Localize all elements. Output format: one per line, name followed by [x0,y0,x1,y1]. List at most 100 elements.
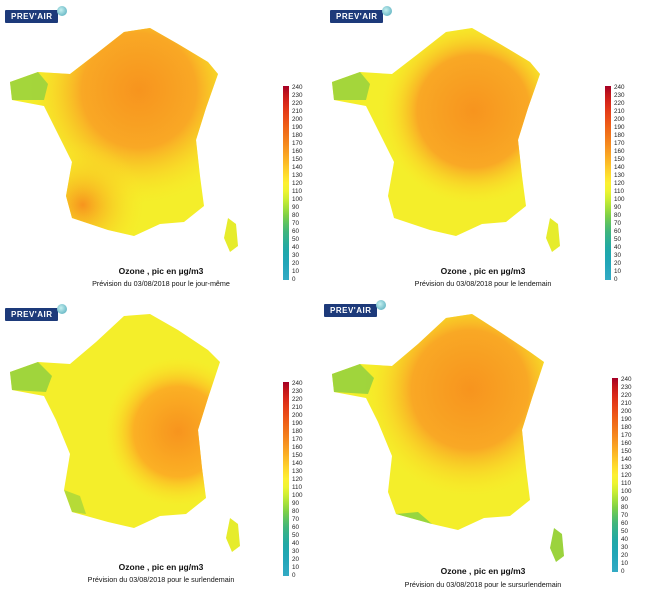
ozone-map [10,314,240,552]
scale-tick-label: 160 [292,444,303,451]
scale-tick-label: 170 [292,436,303,443]
scale-tick-label: 230 [614,92,625,99]
prevair-logo: PREV'AIR [5,6,68,23]
scale-tick-label: 140 [292,460,303,467]
map-title: Ozone , pic en µg/m3 [118,562,204,572]
scale-tick-label: 0 [621,568,625,575]
logo-globe-icon [57,6,68,16]
scale-tick-label: 140 [292,164,303,171]
scale-tick-label: 160 [292,148,303,155]
scale-tick-label: 150 [614,156,625,163]
scale-tick-label: 10 [621,560,629,567]
scale-tick-label: 120 [292,476,303,483]
scale-tick-label: 90 [292,204,300,211]
map-subtitle: Prévision du 03/08/2018 pour le surlende… [87,575,235,584]
scale-tick-label: 50 [292,532,300,539]
scale-tick-label: 240 [614,84,625,91]
scale-tick-label: 140 [621,456,632,463]
ozone-map [10,28,238,252]
scale-tick-label: 90 [614,204,622,211]
scale-tick-label: 20 [292,556,300,563]
map-panel-2: PREV'AIR 240 230 220 210 200 190 180 170 160 150 1… [322,0,644,300]
scale-tick-label: 240 [292,84,303,91]
scale-tick-label: 100 [292,196,303,203]
scale-tick-label: 230 [621,384,632,391]
map-panel-4: PREV'AIR 240 230 220 210 200 190 180 170 160 150 1… [322,300,644,600]
scale-tick-label: 80 [621,504,629,511]
scale-tick-label: 110 [621,480,632,487]
map-title: Ozone , pic en µg/m3 [440,266,526,276]
scale-tick-label: 80 [614,212,622,219]
scale-tick-label: 200 [614,116,625,123]
scale-tick-label: 180 [292,132,303,139]
scale-tick-label: 100 [614,196,625,203]
scale-tick-label: 40 [292,540,300,547]
scale-tick-label: 120 [621,472,632,479]
scale-tick-label: 180 [621,424,632,431]
scale-tick-label: 150 [621,448,632,455]
scale-tick-label: 70 [292,516,300,523]
scale-tick-label: 170 [621,432,632,439]
prevair-logo: PREV'AIR [330,6,393,23]
scale-tick-label: 210 [292,108,303,115]
scale-tick-label: 0 [292,572,296,579]
logo-globe-icon [376,300,387,310]
scale-tick-label: 230 [292,92,303,99]
scale-tick-label: 200 [292,412,303,419]
scale-tick-label: 180 [614,132,625,139]
scale-tick-label: 210 [614,108,625,115]
scale-tick-label: 80 [292,212,300,219]
color-scale-bar [283,382,289,576]
scale-tick-label: 120 [292,180,303,187]
scale-tick-label: 90 [621,496,629,503]
scale-tick-label: 30 [292,548,300,555]
logo-globe-icon [57,304,68,314]
scale-tick-label: 50 [292,236,300,243]
scale-tick-label: 190 [614,124,625,131]
scale-tick-label: 210 [621,400,632,407]
scale-tick-label: 0 [292,276,296,283]
color-scale-bar [612,378,618,572]
scale-tick-label: 50 [621,528,629,535]
scale-tick-label: 60 [614,228,622,235]
ozone-map [332,28,560,252]
logo-globe-icon [382,6,393,16]
scale-tick-label: 130 [614,172,625,179]
map-subtitle: Prévision du 03/08/2018 pour le jour-mêm… [92,279,230,288]
scale-tick-label: 160 [614,148,625,155]
scale-tick-label: 160 [621,440,632,447]
map-subtitle: Prévision du 03/08/2018 pour le lendemai… [414,279,552,288]
scale-tick-label: 130 [621,464,632,471]
scale-tick-label: 40 [292,244,300,251]
scale-tick-label: 190 [292,124,303,131]
scale-tick-label: 70 [614,220,622,227]
scale-tick-label: 180 [292,428,303,435]
scale-tick-label: 220 [621,392,632,399]
scale-tick-label: 60 [621,520,629,527]
scale-tick-label: 190 [292,420,303,427]
map-title: Ozone , pic en µg/m3 [118,266,204,276]
scale-tick-label: 20 [614,260,622,267]
scale-tick-label: 60 [292,524,300,531]
scale-tick-label: 30 [614,252,622,259]
scale-tick-label: 110 [292,484,303,491]
scale-tick-label: 110 [292,188,303,195]
scale-tick-label: 220 [614,100,625,107]
scale-tick-label: 40 [621,536,629,543]
color-scale-bar [283,86,289,280]
prevair-logo: PREV'AIR [324,300,387,317]
map-panel-1: PREV'AIR 240 230 220 210 200 190 180 170 160 150 1… [0,0,322,300]
scale-tick-label: 210 [292,404,303,411]
scale-tick-label: 150 [292,156,303,163]
scale-tick-label: 140 [614,164,625,171]
scale-tick-label: 220 [292,100,303,107]
color-scale-bar [605,86,611,280]
scale-tick-label: 70 [621,512,629,519]
scale-tick-label: 120 [614,180,625,187]
scale-tick-label: 50 [614,236,622,243]
map-title: Ozone , pic en µg/m3 [440,566,526,576]
ozone-map [332,314,564,562]
scale-tick-label: 130 [292,468,303,475]
map-subtitle: Prévision du 03/08/2018 pour le sursurle… [404,580,562,589]
scale-tick-label: 10 [292,564,300,571]
